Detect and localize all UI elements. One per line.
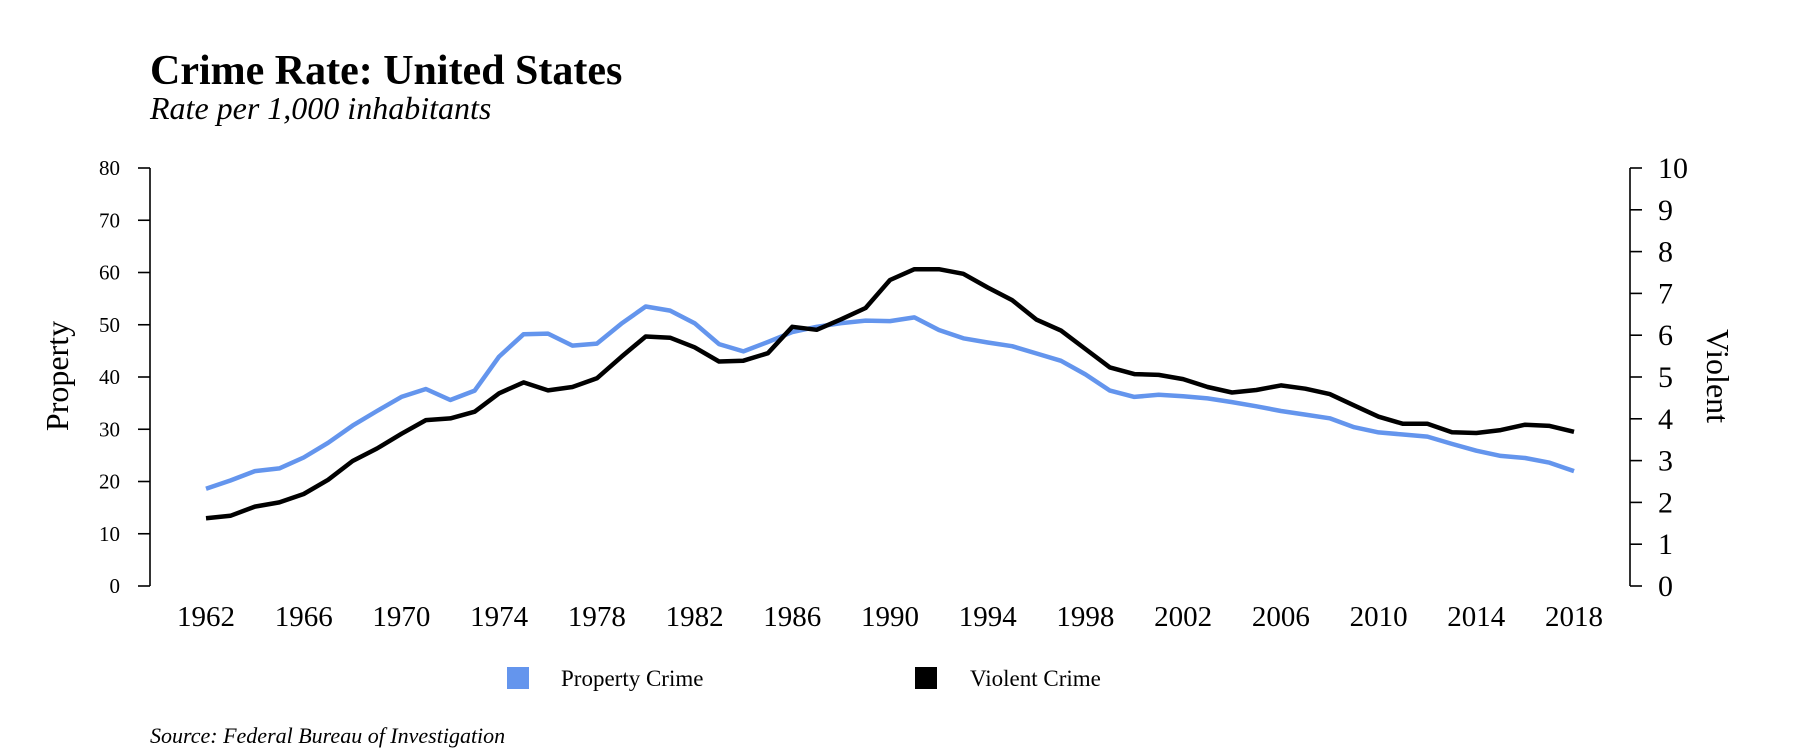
x-tick-label: 1966 [275, 601, 333, 633]
series-line-violent-crime [205, 266, 1575, 521]
left-tick-label: 20 [99, 470, 120, 494]
legend-swatch-property-crime [507, 667, 529, 689]
left-y-axis: 0 10 20 30 40 50 60 70 80 [99, 156, 151, 598]
left-tick-label: 50 [99, 313, 120, 337]
left-tick-label: 40 [99, 365, 120, 389]
legend-swatch-violent-crime [915, 667, 937, 689]
x-tick-label: 2018 [1545, 601, 1603, 633]
legend: Property Crime Violent Crime [507, 666, 1101, 691]
x-tick-label: 1962 [177, 601, 235, 633]
series-lines [205, 266, 1575, 521]
x-tick-label: 2002 [1154, 601, 1212, 633]
left-tick-label: 60 [99, 261, 120, 285]
x-tick-label: 1970 [372, 601, 430, 633]
right-tick-label: 6 [1658, 319, 1673, 352]
left-tick-label: 70 [99, 208, 120, 232]
right-tick-label: 9 [1658, 194, 1673, 227]
right-tick-label: 1 [1658, 528, 1673, 561]
x-tick-label: 1994 [959, 601, 1018, 633]
right-tick-label: 2 [1658, 486, 1673, 519]
x-tick-label: 1990 [861, 601, 919, 633]
series-line-property-crime [205, 304, 1575, 491]
right-tick-label: 3 [1658, 445, 1673, 478]
x-axis: 1962 1966 1970 1974 1978 1982 1986 1990 1994 1998… [177, 601, 1603, 633]
chart-source: Source: Federal Bureau of Investigation [150, 723, 505, 748]
right-tick-label: 0 [1658, 570, 1673, 603]
left-tick-label: 10 [99, 522, 120, 546]
x-tick-label: 2010 [1350, 601, 1408, 633]
right-y-axis-title: Violent [1700, 329, 1736, 423]
left-y-axis-title: Property [39, 321, 75, 431]
x-tick-label: 1974 [470, 601, 529, 633]
legend-label-violent-crime: Violent Crime [970, 666, 1101, 691]
right-tick-label: 8 [1658, 236, 1673, 269]
x-tick-label: 2014 [1447, 601, 1506, 633]
legend-label-property-crime: Property Crime [561, 666, 703, 691]
right-y-axis: 0 1 2 3 4 5 6 7 8 9 10 [1629, 152, 1688, 603]
right-tick-label: 7 [1658, 277, 1673, 310]
x-tick-label: 1986 [763, 601, 821, 633]
right-tick-label: 5 [1658, 361, 1673, 394]
right-tick-label: 4 [1658, 403, 1673, 436]
left-tick-label: 0 [110, 574, 121, 598]
left-tick-label: 80 [99, 156, 120, 180]
x-tick-label: 1982 [666, 601, 724, 633]
right-tick-label: 10 [1658, 152, 1688, 185]
x-tick-label: 1978 [568, 601, 626, 633]
chart-subtitle: Rate per 1,000 inhabitants [149, 90, 491, 126]
chart-title: Crime Rate: United States [150, 48, 622, 94]
x-tick-label: 2006 [1252, 601, 1310, 633]
left-tick-label: 30 [99, 417, 120, 441]
x-tick-label: 1998 [1056, 601, 1114, 633]
